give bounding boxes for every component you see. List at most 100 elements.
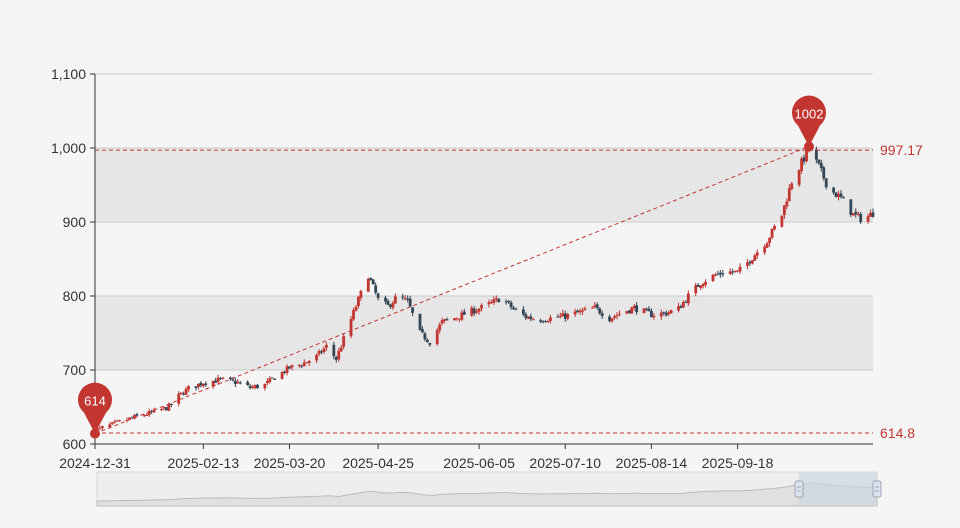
candle-body [507,300,511,303]
candle-body [659,312,663,317]
x-axis: 2024-12-31 2025-02-13 2025-03-20 2025-04-25… [59,443,873,471]
candle-body [539,320,543,322]
candle-body [733,270,737,272]
candle-body [859,213,863,222]
mark-points: 1002 614 [78,95,826,439]
candle-body [273,378,277,380]
candle-body [204,383,208,385]
candle-body [800,158,804,172]
candle-body [462,311,466,315]
markline-label: 614.8 [880,425,915,441]
candle-body [746,262,749,266]
candle-body [494,298,498,300]
grid-band [95,370,873,444]
zoom-window[interactable] [799,472,877,506]
candle-body [411,307,415,313]
candle-body [822,167,826,179]
candle-body [797,170,801,185]
candle-body [581,310,584,312]
candle-body [866,216,870,222]
candle-body [613,316,616,318]
candle-body [583,308,587,310]
candle-body [337,350,341,360]
mark-point-pin [78,382,113,434]
candle-body [600,313,604,317]
candle-body [763,246,767,253]
y-axis: 600 700 800 900 1,000 1,100 [51,66,873,452]
candle-body [162,407,166,409]
zoom-handle[interactable] [794,480,804,498]
candle-body [832,187,836,193]
candle-body [305,362,309,364]
candle-body [251,386,254,389]
candle-body [150,411,154,413]
candle-body [837,194,840,197]
candle-body [167,404,171,411]
candle-body [701,284,705,287]
candle-body [652,315,656,318]
candle-body [578,310,582,313]
candle-body [221,377,225,379]
candle-body [130,417,134,419]
candle-body [403,298,407,300]
candle-body [618,313,621,315]
candle-body [280,371,284,380]
candle-body [566,313,570,319]
candle-body [199,382,203,386]
candle-body [201,383,205,387]
candle-body [339,347,343,352]
candle-body [182,393,186,395]
candle-body [457,318,461,320]
candle-body [366,278,370,292]
candle-body [711,274,715,281]
candle-body [731,271,735,273]
candle-body [384,297,387,302]
candle-body [160,409,163,411]
candle-body [423,333,427,340]
candle-body [443,319,447,321]
candle-body [100,426,104,429]
candle-body [315,354,318,361]
candle-body [563,313,567,319]
mark-point-pin [791,95,826,147]
candle-body [128,417,131,420]
candle-body [787,188,791,202]
x-tick-label: 2025-08-14 [616,455,688,471]
candle-body [851,213,855,216]
candle-body [477,308,481,312]
candle-body [307,360,311,364]
candle-body [246,381,250,386]
candle-body [342,336,346,347]
zoom-handle[interactable] [872,480,882,498]
candle-body [435,330,439,345]
candle-body [514,308,518,310]
candle-body [216,377,220,382]
candle-body [238,382,242,384]
candle-body [642,308,646,314]
candle-body [187,386,190,390]
candle-body [704,281,707,285]
candle-body [371,279,375,285]
candle-body [113,421,117,423]
candle-body [231,379,235,381]
candle-body [302,362,306,367]
candle-body [684,301,688,303]
candle-body [233,380,237,384]
candle-body [682,301,685,308]
candle-body [421,329,424,333]
candle-body [359,290,363,298]
data-zoom[interactable] [96,471,882,507]
candle-body [480,304,483,309]
y-tick-label: 1,000 [51,140,86,156]
candle-body [455,318,459,320]
mark-point-dot [90,428,100,439]
candle-body [472,308,476,314]
candle-body [556,316,560,318]
candle-body [115,420,119,422]
candle-body [440,320,444,324]
candle-body [332,344,336,357]
markline-label: 997.17 [880,142,923,158]
candle-body [288,366,291,369]
candle-body [509,302,513,308]
